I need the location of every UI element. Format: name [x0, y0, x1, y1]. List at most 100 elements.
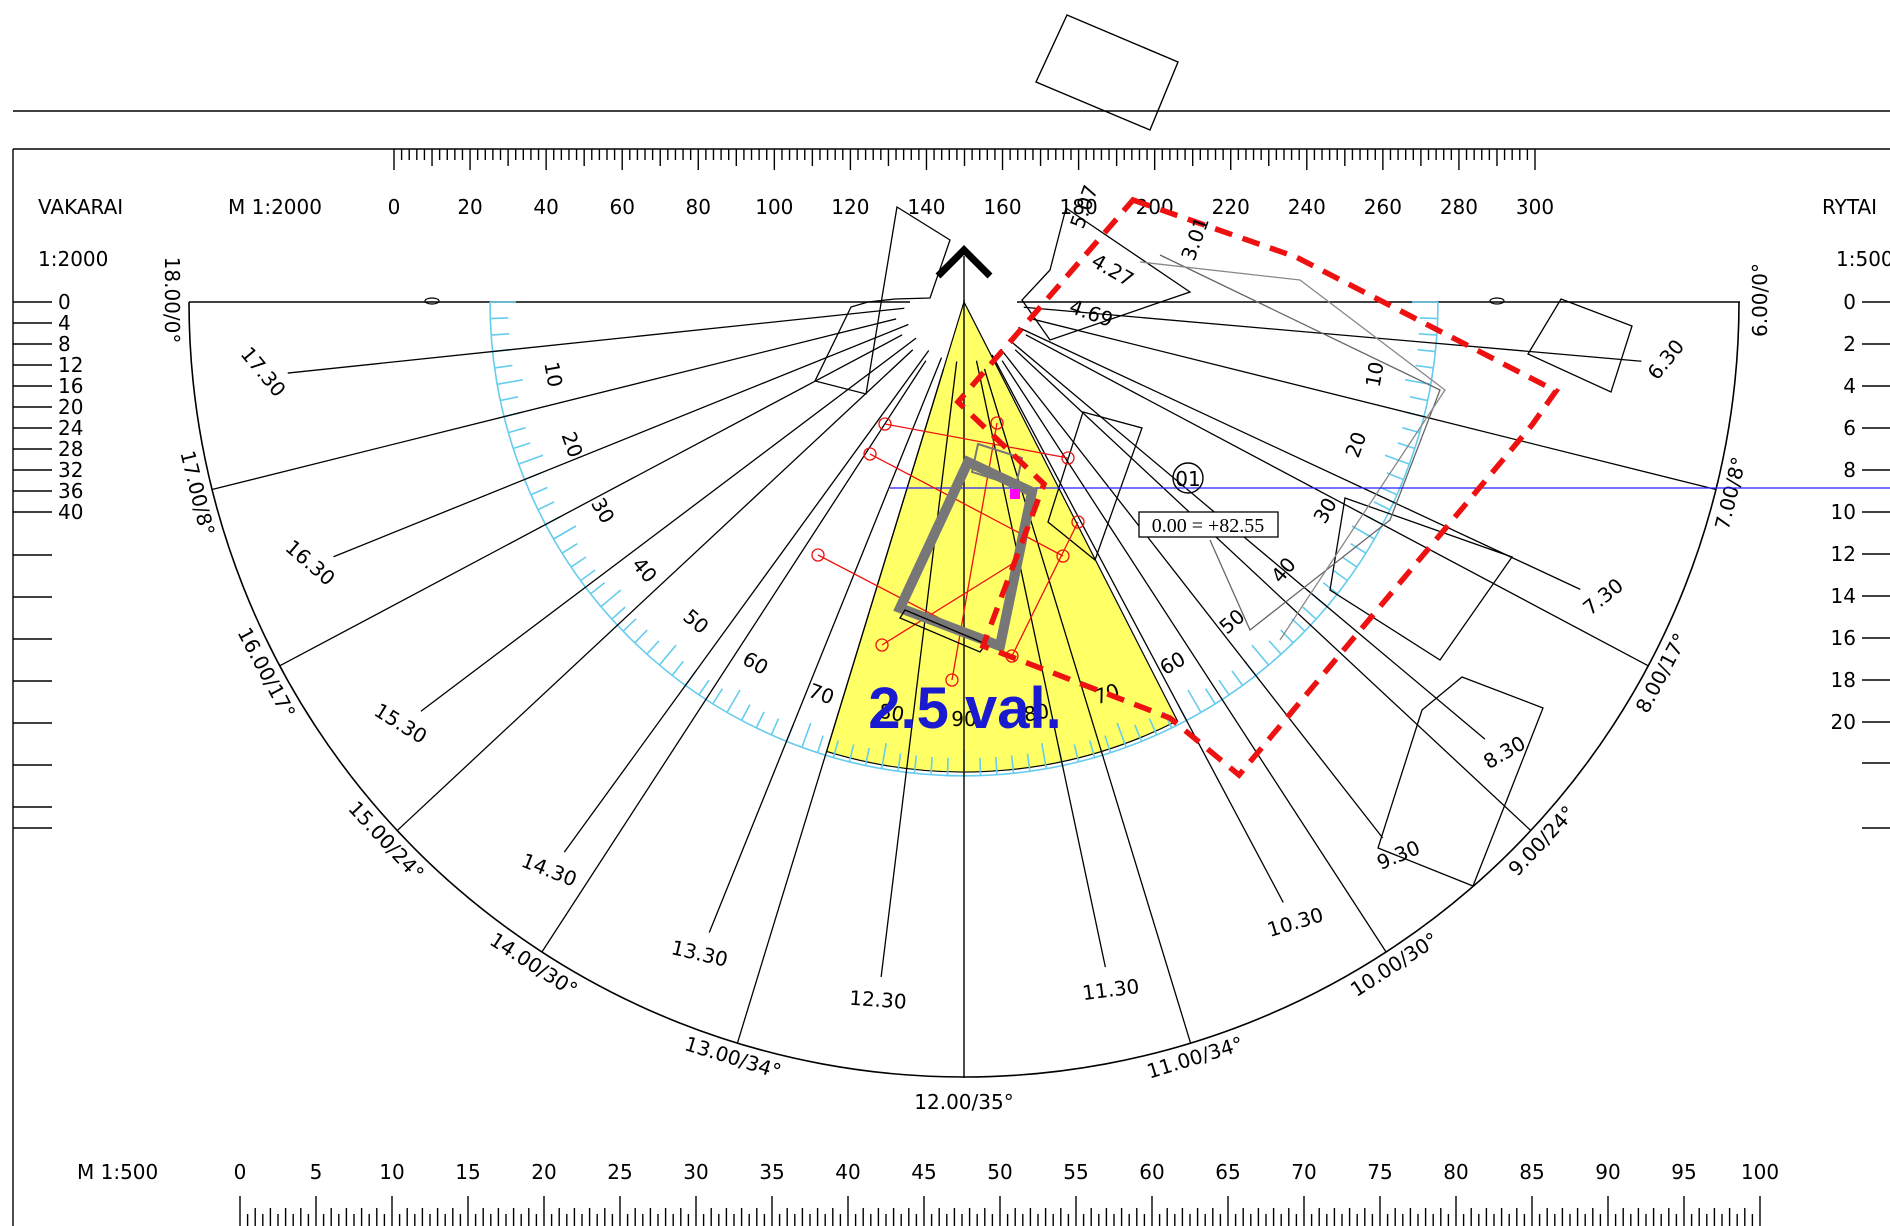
bottom-scale-labels: 0 5 10 15 20 25 30 35 40 45 50 55 60 65 70 75 80 85 90 95 10… — [234, 1160, 1779, 1184]
protractor-tick — [497, 379, 523, 386]
protractor-tick — [1380, 486, 1398, 496]
hour-division-line — [279, 334, 903, 667]
angle-label: 30 — [586, 493, 620, 527]
hour-ray-label: 17.30 — [236, 342, 291, 401]
bottom-scale-ticks — [239, 1196, 1761, 1226]
control-point — [945, 673, 959, 687]
scale-label: 120 — [831, 195, 869, 219]
hour-rim-label: 13.00/34° — [682, 1031, 784, 1083]
height-label: 36 — [58, 479, 83, 503]
protractor-tick — [530, 486, 548, 496]
hour-rim-label: 15.00/24° — [344, 796, 429, 885]
height-label: 20 — [58, 395, 83, 419]
scale-label: 15 — [455, 1160, 480, 1184]
protractor-tick — [1409, 396, 1428, 402]
hour-ray — [1018, 326, 1581, 590]
protractor-tick — [1218, 679, 1230, 696]
protractor-tick — [740, 704, 751, 721]
hour-ray — [991, 354, 1284, 903]
small-marker-right — [1489, 297, 1505, 305]
angle-label: 80 — [1022, 699, 1051, 727]
elevation-label-box: 0.00 = +82.55 — [1138, 511, 1279, 538]
scale-label: 0 — [234, 1160, 247, 1184]
angle-label: 50 — [1215, 604, 1250, 639]
protractor-tick — [561, 542, 578, 554]
protractor-tick — [1418, 333, 1437, 336]
building-outline-north-east — [1021, 206, 1192, 341]
protractor-tick — [979, 757, 982, 776]
height-label: 16 — [1831, 626, 1856, 650]
protractor-tick — [1419, 317, 1438, 320]
scale-label: 20 — [457, 195, 482, 219]
hour-ray — [333, 323, 909, 558]
building-outline-small-east — [1527, 298, 1633, 393]
right-scale-ratio: 1:500 — [1836, 247, 1890, 271]
protractor-tick — [1373, 501, 1391, 511]
height-label: 28 — [58, 437, 83, 461]
hour-ray — [1023, 306, 1642, 362]
hour-division-line — [736, 368, 945, 1044]
hour-ray-label: 7.30 — [1578, 573, 1628, 620]
scale-label: 70 — [1291, 1160, 1316, 1184]
protractor-tick — [770, 718, 780, 736]
protractor-tick — [1415, 364, 1434, 369]
hour-ray-label: 14.30 — [518, 848, 580, 891]
protractor: 6.307.308.309.3010.3011.3012.3013.3014.3… — [160, 257, 1772, 1114]
control-point — [1071, 515, 1085, 529]
hour-rim-label: 6.00/0° — [1748, 263, 1772, 337]
hour-ray-label: 15.30 — [370, 698, 431, 749]
entrance-marker-icon — [1010, 489, 1020, 499]
protractor-tick — [494, 364, 513, 369]
control-point — [990, 416, 1004, 430]
building-outline-mid-east — [1329, 497, 1514, 661]
building-outline-diagonal — [1159, 254, 1441, 632]
scale-label: 220 — [1212, 195, 1250, 219]
protractor-tick — [518, 454, 544, 465]
protractor-tick — [1088, 740, 1096, 758]
angle-label: 40 — [1266, 553, 1301, 588]
rim-divisions — [211, 318, 1717, 1044]
protractor-tick — [1268, 640, 1282, 655]
measurement-label: 3.01 — [1176, 214, 1214, 264]
protractor-tick — [946, 757, 949, 776]
scale-label: 80 — [686, 195, 711, 219]
protractor-tick — [553, 525, 577, 540]
scale-label: 5 — [310, 1160, 323, 1184]
scale-label: 50 — [987, 1160, 1012, 1184]
scale-label: 95 — [1671, 1160, 1696, 1184]
protractor-tick — [1026, 753, 1031, 772]
protractor-tick — [646, 640, 660, 655]
hour-rim-label: 8.00/17° — [1631, 629, 1693, 717]
protractor-tick — [622, 618, 637, 632]
height-label: 12 — [1831, 542, 1856, 566]
hour-rim-label: 12.00/35° — [914, 1090, 1013, 1114]
shade-sector — [825, 300, 1179, 773]
angle-label: 10 — [539, 360, 567, 389]
scale-label: 25 — [607, 1160, 632, 1184]
control-point — [863, 447, 877, 461]
left-title: VAKARAI — [38, 195, 123, 219]
hour-division-line — [396, 349, 914, 832]
height-label: 8 — [1843, 458, 1856, 482]
small-marker-left — [424, 297, 440, 305]
hour-ray — [975, 360, 1107, 968]
scale-label: 65 — [1215, 1160, 1240, 1184]
hour-division-line — [541, 360, 927, 953]
protractor-tick — [1204, 688, 1216, 705]
left-scale-ratio: 1:2000 — [38, 247, 108, 271]
right-title: RYTAI — [1822, 195, 1877, 219]
hour-rim-label: 7.00/8° — [1710, 454, 1751, 532]
hour-ray-label: 6.30 — [1643, 335, 1690, 385]
scale-label: 260 — [1364, 195, 1402, 219]
control-point — [811, 548, 825, 562]
height-label: 0 — [58, 290, 71, 314]
protractor-tick — [712, 688, 724, 705]
measurement-label: 4.27 — [1088, 249, 1139, 292]
scale-label: 240 — [1288, 195, 1326, 219]
scale-label: 60 — [1139, 1160, 1164, 1184]
protractor-tick — [1341, 556, 1358, 568]
protractor-tick — [1010, 755, 1015, 774]
scale-label: 60 — [609, 195, 634, 219]
neighbour-buildings — [814, 205, 1633, 887]
